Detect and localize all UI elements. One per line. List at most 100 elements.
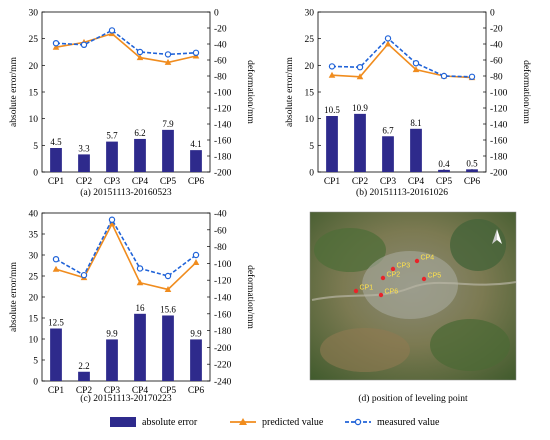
bar-data-label: 4.5 bbox=[50, 137, 62, 147]
y2-tick-label: -140 bbox=[490, 121, 508, 131]
bar bbox=[410, 128, 422, 172]
y-tick-label: 10 bbox=[305, 115, 315, 125]
measured-point bbox=[412, 60, 420, 67]
road bbox=[311, 281, 517, 301]
bar-data-label: 16 bbox=[136, 303, 146, 313]
measured-point bbox=[164, 272, 172, 280]
bar-data-label: 9.9 bbox=[190, 328, 202, 338]
map-panel: CP1 CP2 CP3 CP4 CP5 CP6 bbox=[309, 211, 517, 381]
bare-land bbox=[320, 328, 410, 372]
y2-tick-label: -20 bbox=[214, 25, 227, 35]
bar bbox=[134, 313, 146, 381]
x-tick-label: CP3 bbox=[104, 386, 121, 396]
predicted-point bbox=[136, 279, 144, 286]
forest-patch bbox=[314, 228, 386, 272]
urban-area bbox=[362, 251, 458, 319]
x-tick-label: CP2 bbox=[352, 177, 369, 187]
chart-a: 051015202530-200-180-160-140-120-100-80-… bbox=[9, 9, 256, 199]
measured-point bbox=[164, 51, 172, 58]
predicted-point bbox=[356, 73, 364, 80]
y2-tick-label: -20 bbox=[490, 25, 503, 35]
bar bbox=[50, 148, 62, 172]
measured-point bbox=[80, 271, 88, 279]
leveling-point-label: CP6 bbox=[385, 289, 399, 296]
x-tick-label: CP4 bbox=[132, 386, 149, 396]
y2-tick-label: -180 bbox=[214, 153, 232, 163]
y-axis-label: absolute error/mm bbox=[9, 261, 19, 332]
measured-point bbox=[136, 48, 144, 56]
plot-frame bbox=[317, 11, 487, 173]
measured-point bbox=[328, 63, 336, 70]
y-tick-label: 0 bbox=[309, 169, 314, 179]
bar-data-label: 8.1 bbox=[410, 118, 421, 128]
bar-data-label: 6.7 bbox=[382, 125, 394, 135]
y2-tick-label: -160 bbox=[214, 310, 232, 320]
bar-data-label: 6.2 bbox=[134, 128, 145, 138]
predicted-point bbox=[136, 54, 144, 61]
predicted-line bbox=[55, 222, 197, 291]
y2-tick-label: -100 bbox=[490, 89, 508, 99]
leveling-points: CP1 CP2 CP3 CP4 CP5 CP6 bbox=[353, 255, 441, 298]
bar bbox=[78, 154, 90, 172]
x-tick-label: CP3 bbox=[380, 177, 397, 187]
map-caption: (d) position of leveling point bbox=[358, 393, 468, 404]
chart-caption: (b) 20151113-20161026 bbox=[356, 187, 448, 198]
bar bbox=[354, 113, 366, 172]
predicted-point bbox=[52, 43, 60, 50]
y-tick-label: 25 bbox=[305, 35, 315, 45]
y-axis-label: absolute error/mm bbox=[9, 56, 19, 127]
predicted-point bbox=[108, 220, 116, 227]
predicted-line bbox=[331, 42, 473, 79]
legend-bar-swatch bbox=[110, 417, 136, 427]
y-axis-label: absolute error/mm bbox=[285, 56, 295, 127]
measured-point bbox=[108, 27, 116, 34]
legend: absolute error predicted value measured … bbox=[110, 416, 440, 436]
bar-data-label: 0.5 bbox=[466, 158, 478, 168]
leveling-point-marker bbox=[353, 288, 359, 294]
y2-tick-label: -220 bbox=[214, 361, 232, 371]
y2-tick-label: -40 bbox=[214, 41, 227, 51]
leveling-point-label: CP2 bbox=[387, 272, 401, 279]
y2-axis-label: deformation/mm bbox=[245, 60, 256, 124]
measured-point bbox=[440, 72, 448, 80]
x-tick-label: CP2 bbox=[76, 386, 93, 396]
y-tick-label: 20 bbox=[305, 62, 315, 72]
measured-line bbox=[55, 29, 197, 56]
legend-measured-swatch bbox=[345, 418, 371, 426]
bar bbox=[190, 150, 202, 172]
y2-tick-label: -200 bbox=[214, 169, 232, 179]
measured-point bbox=[136, 265, 144, 272]
y-tick-label: 25 bbox=[29, 35, 39, 45]
measured-point bbox=[108, 216, 116, 223]
predicted-line bbox=[55, 32, 197, 64]
leveling-point-label: CP4 bbox=[421, 255, 435, 262]
y-tick-label: 20 bbox=[29, 62, 39, 72]
chart-caption: (c) 20151113-20170223 bbox=[80, 393, 172, 404]
y2-tick-label: -120 bbox=[214, 277, 232, 287]
y2-tick-label: -40 bbox=[214, 210, 227, 220]
x-tick-label: CP1 bbox=[48, 386, 65, 396]
y2-axis-label: deformation/mm bbox=[245, 265, 256, 329]
legend-predicted-swatch bbox=[230, 418, 256, 425]
predicted-point bbox=[328, 71, 336, 78]
bar-data-label: 10.9 bbox=[352, 103, 368, 113]
y-tick-label: 40 bbox=[29, 210, 39, 220]
measured-point bbox=[52, 40, 60, 47]
predicted-point bbox=[164, 285, 172, 292]
y2-tick-label: -80 bbox=[214, 243, 227, 253]
x-tick-label: CP2 bbox=[76, 177, 93, 187]
y2-tick-label: -240 bbox=[214, 378, 232, 388]
bar-data-label: 0.4 bbox=[438, 159, 450, 169]
bar bbox=[190, 339, 202, 381]
y-tick-label: 15 bbox=[29, 315, 39, 325]
y-tick-label: 5 bbox=[33, 357, 38, 367]
y2-tick-label: -60 bbox=[490, 57, 503, 67]
bar bbox=[50, 328, 62, 381]
chart-b: 051015202530-200-180-160-140-120-100-80-… bbox=[285, 9, 532, 199]
y2-tick-label: -80 bbox=[214, 73, 227, 83]
bar bbox=[466, 169, 478, 172]
y-tick-label: 35 bbox=[29, 231, 39, 241]
leveling-point-label: CP1 bbox=[360, 285, 374, 292]
x-tick-label: CP1 bbox=[324, 177, 341, 187]
y2-tick-label: 0 bbox=[490, 9, 495, 19]
